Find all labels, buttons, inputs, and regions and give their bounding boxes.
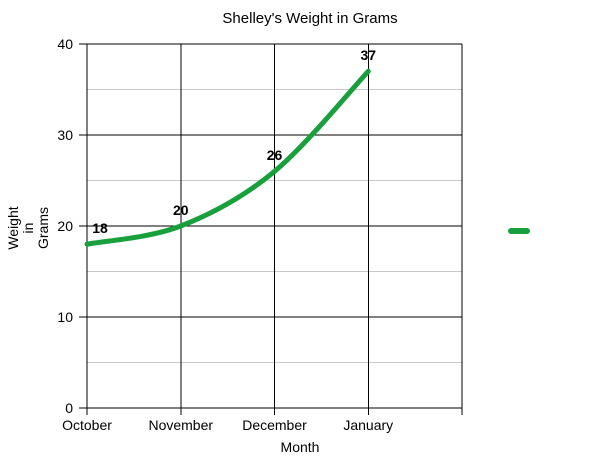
x-tick-label: October bbox=[62, 417, 112, 433]
y-tick-label: 0 bbox=[65, 400, 73, 416]
weight-series-line bbox=[84, 68, 371, 247]
x-tick-label: January bbox=[343, 417, 394, 433]
legend-line-marker bbox=[508, 228, 530, 234]
x-tick-label: November bbox=[148, 417, 214, 433]
y-tick-label: 40 bbox=[57, 36, 73, 52]
data-point-label: 18 bbox=[92, 220, 108, 237]
x-tick-label: December bbox=[242, 417, 307, 433]
y-tick-label: 30 bbox=[57, 127, 73, 143]
data-point-label: 20 bbox=[172, 202, 189, 218]
x-axis-title: Month bbox=[280, 439, 320, 455]
chart-title: Shelley's Weight in Grams bbox=[222, 10, 398, 27]
y-tick-label: 10 bbox=[57, 309, 73, 325]
y-tick-label: 20 bbox=[57, 218, 73, 234]
data-point-label: 26 bbox=[266, 147, 283, 164]
data-point-label: 37 bbox=[360, 47, 377, 64]
